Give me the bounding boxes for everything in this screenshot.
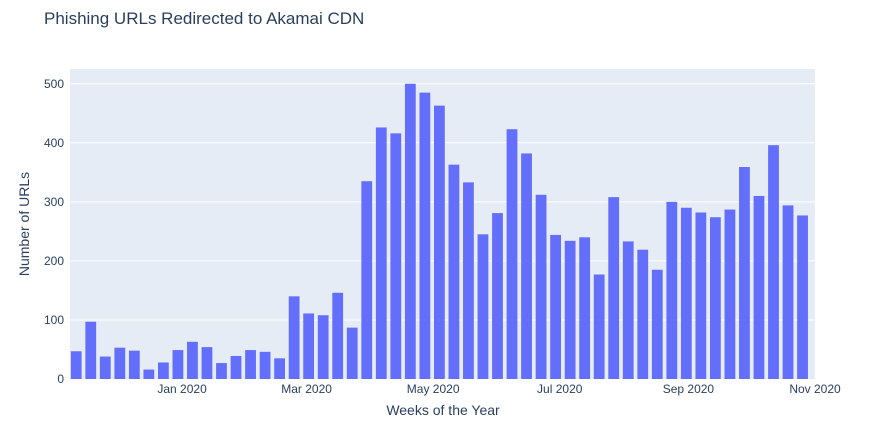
bar bbox=[622, 241, 634, 379]
bar bbox=[782, 205, 794, 379]
bar bbox=[128, 350, 140, 379]
bar bbox=[157, 362, 169, 379]
x-tick-label: Sep 2020 bbox=[663, 382, 715, 396]
bar bbox=[216, 363, 227, 379]
y-axis-title: Number of URLs bbox=[16, 172, 32, 276]
x-tick-label: May 2020 bbox=[407, 382, 460, 396]
bar bbox=[245, 350, 256, 379]
bar bbox=[477, 234, 489, 379]
bar bbox=[390, 133, 402, 379]
x-axis-ticks: Jan 2020 Mar 2020 May 2020 Jul 2020 Sep 2020… bbox=[157, 382, 841, 396]
bar bbox=[172, 350, 184, 379]
bar bbox=[448, 164, 460, 379]
bar bbox=[99, 356, 111, 379]
bar bbox=[187, 341, 198, 379]
bars bbox=[70, 83, 808, 380]
bar bbox=[709, 217, 721, 379]
bar bbox=[768, 145, 779, 379]
bar bbox=[739, 167, 750, 379]
bar bbox=[70, 351, 82, 379]
y-tick-label: 0 bbox=[57, 372, 64, 386]
y-tick-label: 500 bbox=[44, 77, 64, 91]
bar bbox=[637, 249, 649, 379]
y-axis-ticks: 0 100 200 300 400 500 bbox=[44, 77, 64, 386]
bar bbox=[259, 351, 271, 379]
bar bbox=[680, 207, 692, 379]
bar bbox=[433, 105, 445, 380]
bar bbox=[550, 234, 561, 379]
bar bbox=[492, 213, 503, 379]
chart-title: Phishing URLs Redirected to Akamai CDN bbox=[44, 9, 364, 28]
bar bbox=[651, 269, 663, 379]
bar bbox=[288, 296, 300, 379]
y-tick-label: 400 bbox=[44, 136, 64, 150]
bar bbox=[753, 195, 765, 379]
bar bbox=[506, 129, 518, 379]
y-tick-label: 100 bbox=[44, 313, 64, 327]
x-tick-label: Jan 2020 bbox=[157, 382, 207, 396]
x-axis-title: Weeks of the Year bbox=[386, 402, 500, 418]
x-tick-label: Jul 2020 bbox=[537, 382, 583, 396]
bar bbox=[608, 197, 620, 379]
bar bbox=[230, 355, 242, 379]
bar bbox=[666, 201, 678, 379]
bar bbox=[404, 83, 416, 379]
bar bbox=[593, 274, 605, 379]
bar bbox=[85, 321, 97, 379]
y-tick-label: 200 bbox=[44, 254, 64, 268]
bar bbox=[695, 212, 707, 379]
x-tick-label: Mar 2020 bbox=[281, 382, 332, 396]
bar bbox=[332, 292, 344, 379]
bar bbox=[346, 327, 358, 379]
x-tick-label: Nov 2020 bbox=[789, 382, 841, 396]
bar bbox=[797, 215, 808, 379]
bar bbox=[143, 369, 155, 379]
y-tick-label: 300 bbox=[44, 195, 64, 209]
bar bbox=[201, 347, 213, 379]
bar bbox=[521, 153, 532, 379]
bar bbox=[317, 315, 329, 379]
bar bbox=[463, 182, 474, 379]
bar bbox=[114, 347, 126, 379]
bar bbox=[303, 313, 315, 379]
bar bbox=[361, 181, 373, 379]
bar bbox=[419, 92, 431, 380]
bar bbox=[724, 209, 736, 379]
bar bbox=[274, 358, 285, 379]
bar bbox=[535, 194, 547, 379]
bar bbox=[564, 240, 576, 379]
bar bbox=[579, 237, 591, 379]
bar bbox=[375, 127, 387, 380]
